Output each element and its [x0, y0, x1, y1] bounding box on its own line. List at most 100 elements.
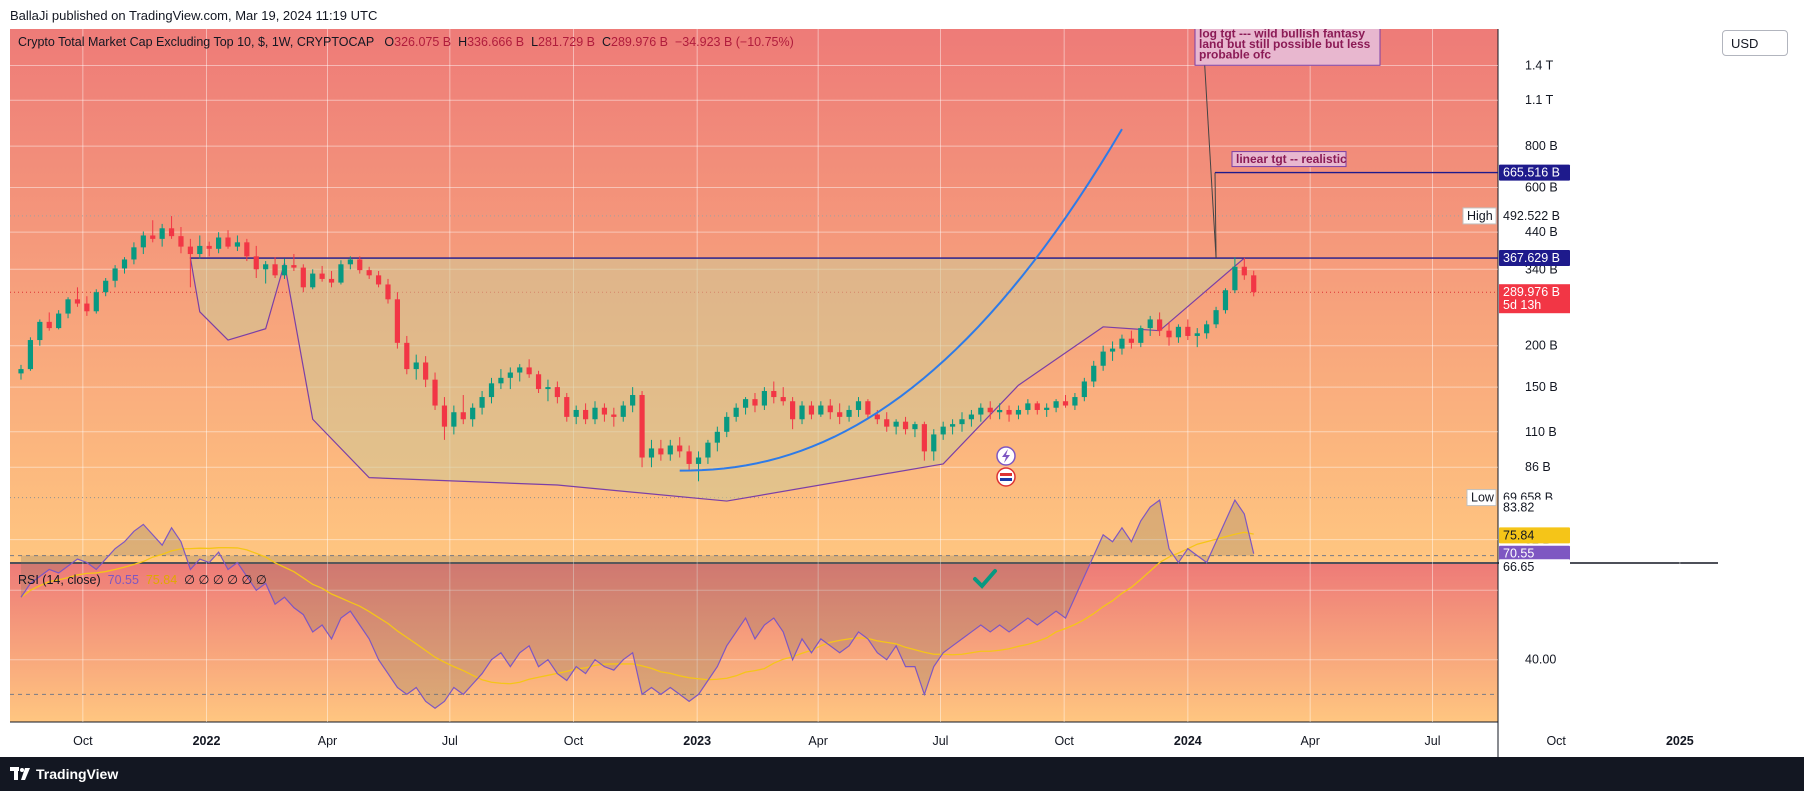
tradingview-logo[interactable]: TradingView [10, 766, 118, 782]
candle-body [639, 395, 645, 458]
candle-body [1185, 326, 1191, 336]
rsi-level-tag: 66.65 [1503, 560, 1534, 574]
candle-body [272, 264, 278, 276]
time-axis-background [10, 722, 1718, 757]
candle-body [357, 259, 363, 271]
rsi-max-tag-bg [1499, 499, 1570, 516]
candle-body [281, 265, 288, 276]
rsi-ma-tag: 75.84 [1503, 528, 1534, 542]
rsi-axis-label: 40.00 [1525, 653, 1556, 667]
candle-body [827, 405, 833, 413]
candle-body [84, 303, 90, 312]
candle-body [1157, 319, 1163, 331]
candle-body [27, 340, 34, 370]
brand-name: TradingView [36, 766, 119, 782]
axes-layer: Oct 2022 Apr Jul Oct 2023 Apr Jul Oct 2024 Apr Jul O… [73, 58, 1694, 748]
candle-body [507, 372, 513, 378]
low-label-bg [1466, 489, 1497, 507]
candle-body [121, 259, 128, 269]
candle-body [855, 401, 862, 410]
resistance-tag: 367.629 B [1503, 251, 1560, 265]
time-axis-label: Jul [442, 734, 458, 748]
candle-body [648, 448, 655, 458]
candle-body [874, 414, 880, 420]
rsi-label[interactable]: RSI (14, close) [18, 573, 101, 587]
rsi-legend[interactable]: RSI (14, close) 70.55 75.84 ∅ ∅ ∅ ∅ ∅ ∅ [18, 572, 267, 587]
price-axis-label: 150 B [1525, 380, 1558, 394]
candle-body [423, 362, 429, 380]
candle-body [225, 237, 231, 247]
high-label: High [1467, 209, 1493, 223]
candle-body [1241, 266, 1247, 276]
time-axis-label: 2023 [683, 734, 711, 748]
footer-bar: TradingView [0, 757, 1804, 791]
candle-body [846, 409, 852, 417]
candle-body [140, 235, 146, 248]
candle-body [583, 409, 589, 420]
countdown-tag: 5d 13h [1503, 298, 1541, 312]
candle-body [818, 405, 824, 415]
publish-header: BallaJi published on TradingView.com, Ma… [0, 0, 1804, 29]
time-axis-label: Jul [932, 734, 948, 748]
candle-body [705, 442, 711, 458]
low-label: L [531, 35, 539, 49]
candle-body [46, 321, 52, 329]
candle-body [780, 397, 786, 402]
time-axis-label: Apr [1300, 734, 1319, 748]
low-label: Low [1471, 491, 1495, 505]
symbol-name[interactable]: Crypto Total Market Cap Excluding Top 10… [18, 35, 374, 49]
candle-body [658, 448, 664, 455]
candle-body [328, 278, 335, 283]
high-value-tag-bg [1499, 207, 1570, 224]
linear-target-projection [1214, 172, 1217, 259]
candle-body [300, 267, 306, 288]
currency-button[interactable]: USD [1722, 30, 1788, 56]
time-axis-label: Jul [1425, 734, 1441, 748]
candle-body [451, 412, 457, 427]
symbol-legend[interactable]: Crypto Total Market Cap Excluding Top 10… [18, 35, 794, 49]
candle-body [291, 265, 297, 268]
candle-body [921, 424, 927, 452]
candle-body [677, 445, 683, 452]
candle-body [488, 383, 495, 398]
candle-body [526, 367, 532, 375]
candle-body [733, 407, 739, 417]
candle-body [1138, 328, 1144, 343]
low-value: 281.729 B [538, 35, 596, 49]
linear-target-tag-bg [1499, 164, 1570, 181]
candle-body [714, 431, 720, 443]
flag-icon [1000, 473, 1012, 476]
lightning-icon [1002, 449, 1010, 463]
chart-area[interactable]: log tgt --- wild bullish fantasy land but… [10, 29, 1718, 757]
candle-body [790, 401, 796, 420]
time-axis-label: Oct [1546, 734, 1566, 748]
candle-body [1072, 397, 1078, 406]
candle-body [1062, 401, 1069, 406]
candle-body [902, 421, 909, 430]
candle-body [18, 369, 24, 374]
linear-target-tag: 665.516 B [1503, 166, 1560, 180]
change-value: −34.923 B (−10.75%) [674, 35, 794, 49]
candle-body [159, 228, 165, 239]
candle-body [959, 419, 965, 425]
candle-body [394, 299, 400, 343]
candle-body [968, 414, 975, 420]
price-axis-label: 1.4 T [1525, 58, 1554, 72]
time-axis-label: Oct [564, 734, 584, 748]
candle-body [112, 268, 118, 281]
rsi-overbought-fill [21, 500, 1254, 709]
candle-body [93, 292, 99, 312]
last-price-tag-bg [1499, 284, 1570, 314]
rsi-max-tag: 83.82 [1503, 501, 1534, 515]
candle-body [620, 405, 626, 417]
candle-body [1194, 333, 1200, 336]
candle-body [564, 397, 570, 417]
candle-body [404, 342, 410, 370]
candle-body [724, 416, 730, 432]
price-axis-label: 1.1 T [1525, 93, 1554, 107]
candle-body [1213, 310, 1219, 325]
price-axis-label: 200 B [1525, 339, 1558, 353]
time-axis-label: 2024 [1174, 734, 1202, 748]
